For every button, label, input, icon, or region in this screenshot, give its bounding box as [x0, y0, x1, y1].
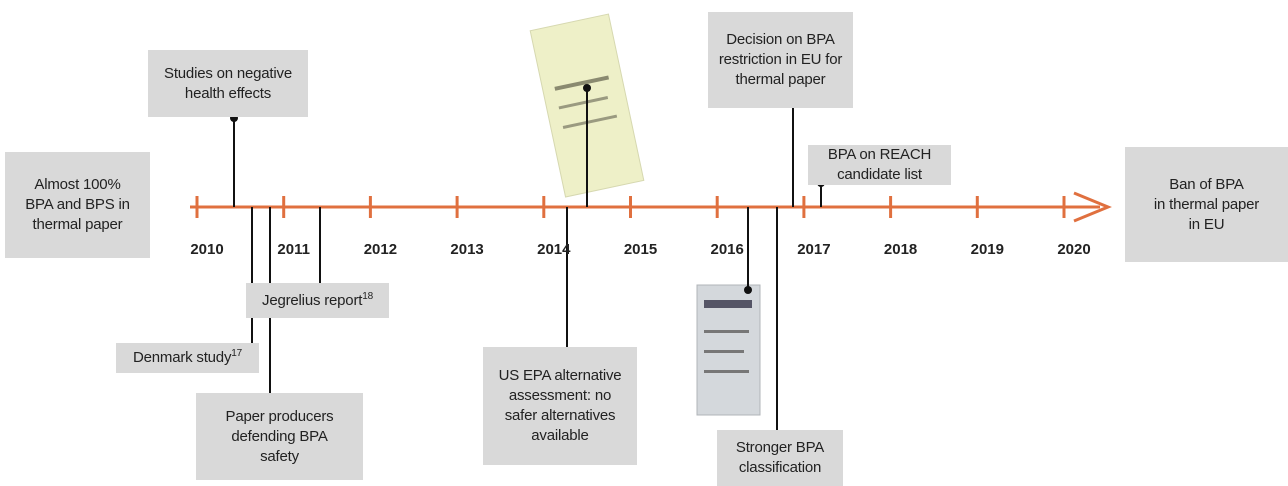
year-label: 2015 [624, 241, 657, 258]
receipt-line [704, 330, 749, 333]
event-text: safer alternatives [483, 406, 637, 426]
event-text-line: available [531, 427, 588, 444]
event-text-line: safer alternatives [505, 407, 616, 424]
event-text-line: Decision on BPA [726, 31, 834, 48]
event-text-line: Jegrelius report [262, 292, 362, 309]
reference-number: 18 [362, 291, 373, 302]
event-box: BPA on REACH candidate list [808, 145, 951, 185]
event-text: classification [717, 458, 843, 478]
event-box: Stronger BPA classification [717, 430, 843, 486]
year-label: 2019 [971, 241, 1004, 258]
event-text: Decision on BPA [708, 30, 853, 50]
connector-dot [744, 286, 752, 294]
event-text: Paper producers [196, 407, 363, 427]
event-text: BPA on REACH [808, 145, 951, 165]
receipt-image [697, 285, 760, 415]
event-text-line: Almost 100% [34, 176, 120, 193]
year-label: 2014 [537, 241, 570, 258]
year-label: 2017 [797, 241, 830, 258]
year-label: 2011 [277, 241, 310, 258]
event-text: health effects [148, 84, 308, 104]
event-text-line: health effects [185, 85, 271, 102]
reference-number: 17 [231, 348, 242, 359]
event-text: thermal paper [708, 70, 853, 90]
event-text: in thermal paper [1125, 195, 1288, 215]
receipt-line [704, 300, 752, 308]
event-text: Jegrelius report18 [246, 291, 389, 311]
event-text-line: thermal paper [33, 216, 123, 233]
year-label: 2020 [1057, 241, 1090, 258]
event-text: Ban of BPA [1125, 175, 1288, 195]
year-label: 2012 [364, 241, 397, 258]
event-text: thermal paper [5, 215, 150, 235]
timeline-diagram: 2010 2011 2012 2013 2014 2015 2016 2017 2018 2019… [0, 0, 1288, 486]
event-text-line: Denmark study [133, 349, 231, 366]
receipt-line [704, 350, 744, 353]
event-text-line: in thermal paper [1154, 196, 1259, 213]
event-text: Stronger BPA [717, 438, 843, 458]
event-text: Studies on negative [148, 64, 308, 84]
event-box: Decision on BPA restriction in EU for ther… [708, 12, 853, 108]
event-text-line: defending BPA [231, 428, 327, 445]
year-label: 2016 [711, 241, 744, 258]
event-text-line: Paper producers [226, 408, 334, 425]
event-text: US EPA alternative [483, 366, 637, 386]
event-text-line: US EPA alternative [499, 367, 622, 384]
event-text: Denmark study17 [116, 348, 259, 368]
connector-dot [583, 84, 591, 92]
event-text-line: assessment: no [509, 387, 611, 404]
event-text: assessment: no [483, 386, 637, 406]
event-box: Almost 100% BPA and BPS in thermal paper [5, 152, 150, 258]
event-text: in EU [1125, 215, 1288, 235]
event-box: Jegrelius report18 [246, 283, 389, 318]
event-text: Almost 100% [5, 175, 150, 195]
event-text: defending BPA [196, 427, 363, 447]
event-text-line: restriction in EU for [719, 51, 842, 68]
event-text: candidate list [808, 165, 951, 185]
event-box: Ban of BPA in thermal paper in EU [1125, 147, 1288, 262]
year-label: 2018 [884, 241, 917, 258]
event-text: safety [196, 447, 363, 467]
event-text-line: classification [739, 459, 821, 476]
event-text-line: Ban of BPA [1169, 176, 1243, 193]
event-box: Denmark study17 [116, 343, 259, 373]
event-text-line: Stronger BPA [736, 439, 824, 456]
event-text: available [483, 426, 637, 446]
event-text-line: candidate list [837, 166, 922, 183]
event-text-line: BPA and BPS in [25, 196, 130, 213]
event-box: Paper producers defending BPA safety [196, 393, 363, 480]
event-box: Studies on negative health effects [148, 50, 308, 117]
event-text-line: in EU [1189, 216, 1225, 233]
event-text-line: thermal paper [736, 71, 826, 88]
year-label: 2013 [450, 241, 483, 258]
event-text-line: BPA on REACH [828, 146, 931, 163]
event-box: US EPA alternative assessment: no safer al… [483, 347, 637, 465]
event-text-line: Studies on negative [164, 65, 292, 82]
event-text-line: safety [260, 448, 299, 465]
event-text: BPA and BPS in [5, 195, 150, 215]
receipt-line [704, 370, 749, 373]
event-text: restriction in EU for [708, 50, 853, 70]
year-label: 2010 [190, 241, 223, 258]
